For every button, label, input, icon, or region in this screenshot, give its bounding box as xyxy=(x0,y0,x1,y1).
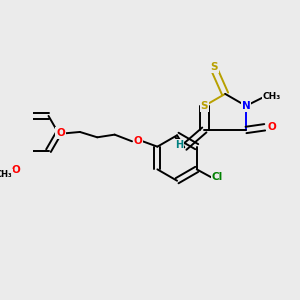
Text: CH₃: CH₃ xyxy=(262,92,280,101)
Text: N: N xyxy=(242,101,250,111)
Text: CH₃: CH₃ xyxy=(0,170,12,179)
Text: Cl: Cl xyxy=(212,172,223,182)
Text: O: O xyxy=(134,136,142,146)
Text: S: S xyxy=(211,62,218,72)
Text: O: O xyxy=(56,128,65,138)
Text: S: S xyxy=(201,101,208,111)
Text: O: O xyxy=(267,122,276,132)
Text: O: O xyxy=(11,165,20,175)
Text: H: H xyxy=(176,140,184,150)
